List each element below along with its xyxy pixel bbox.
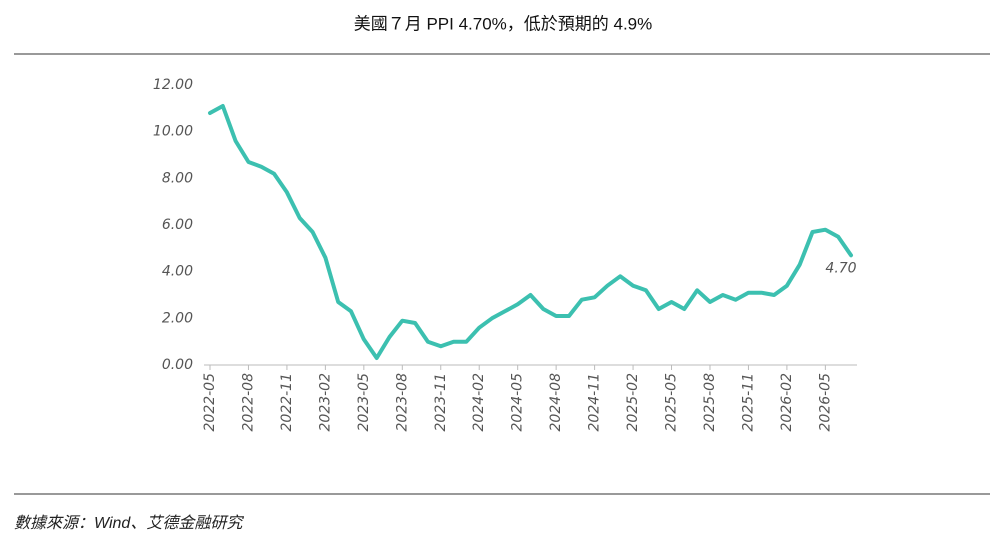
y-tick-label: 0.00 — [162, 357, 193, 373]
x-tick-label: 2025-08 — [702, 373, 718, 432]
y-tick-label: 2.00 — [162, 310, 193, 326]
x-tick-label: 2025-05 — [664, 373, 680, 432]
data-label: 4.70 — [825, 260, 856, 276]
y-tick-label: 12.00 — [153, 77, 193, 93]
chart-title: 美國７月 PPI 4.70%，低於預期的 4.9% — [354, 14, 653, 33]
x-tick-label: 2022-08 — [240, 373, 256, 432]
series-line — [208, 104, 853, 360]
y-tick-label: 10.00 — [153, 124, 193, 140]
x-tick-label: 2024-11 — [587, 373, 603, 432]
x-tick-label: 2023-11 — [433, 373, 449, 432]
x-tick-label: 2025-02 — [625, 373, 641, 432]
y-tick-label: 8.00 — [162, 170, 193, 186]
x-tick-label: 2023-02 — [317, 373, 333, 432]
x-tick-label: 2022-11 — [279, 373, 295, 432]
x-tick-label: 2024-05 — [510, 373, 526, 432]
x-tick-label: 2026-05 — [817, 373, 833, 432]
x-tick-label: 2023-08 — [394, 373, 410, 432]
y-tick-label: 4.00 — [162, 264, 193, 280]
x-tick-label: 2026-02 — [779, 373, 795, 432]
x-tick-label: 2024-02 — [471, 373, 487, 432]
x-tick-label: 2025-11 — [740, 373, 756, 432]
x-tick-label: 2023-05 — [356, 373, 372, 432]
x-tick-label: 2022-05 — [202, 373, 218, 432]
source-note: 數據來源：Wind、艾德金融研究 — [14, 514, 244, 532]
x-tick-label: 2024-08 — [548, 373, 564, 432]
y-tick-label: 6.00 — [162, 217, 193, 233]
